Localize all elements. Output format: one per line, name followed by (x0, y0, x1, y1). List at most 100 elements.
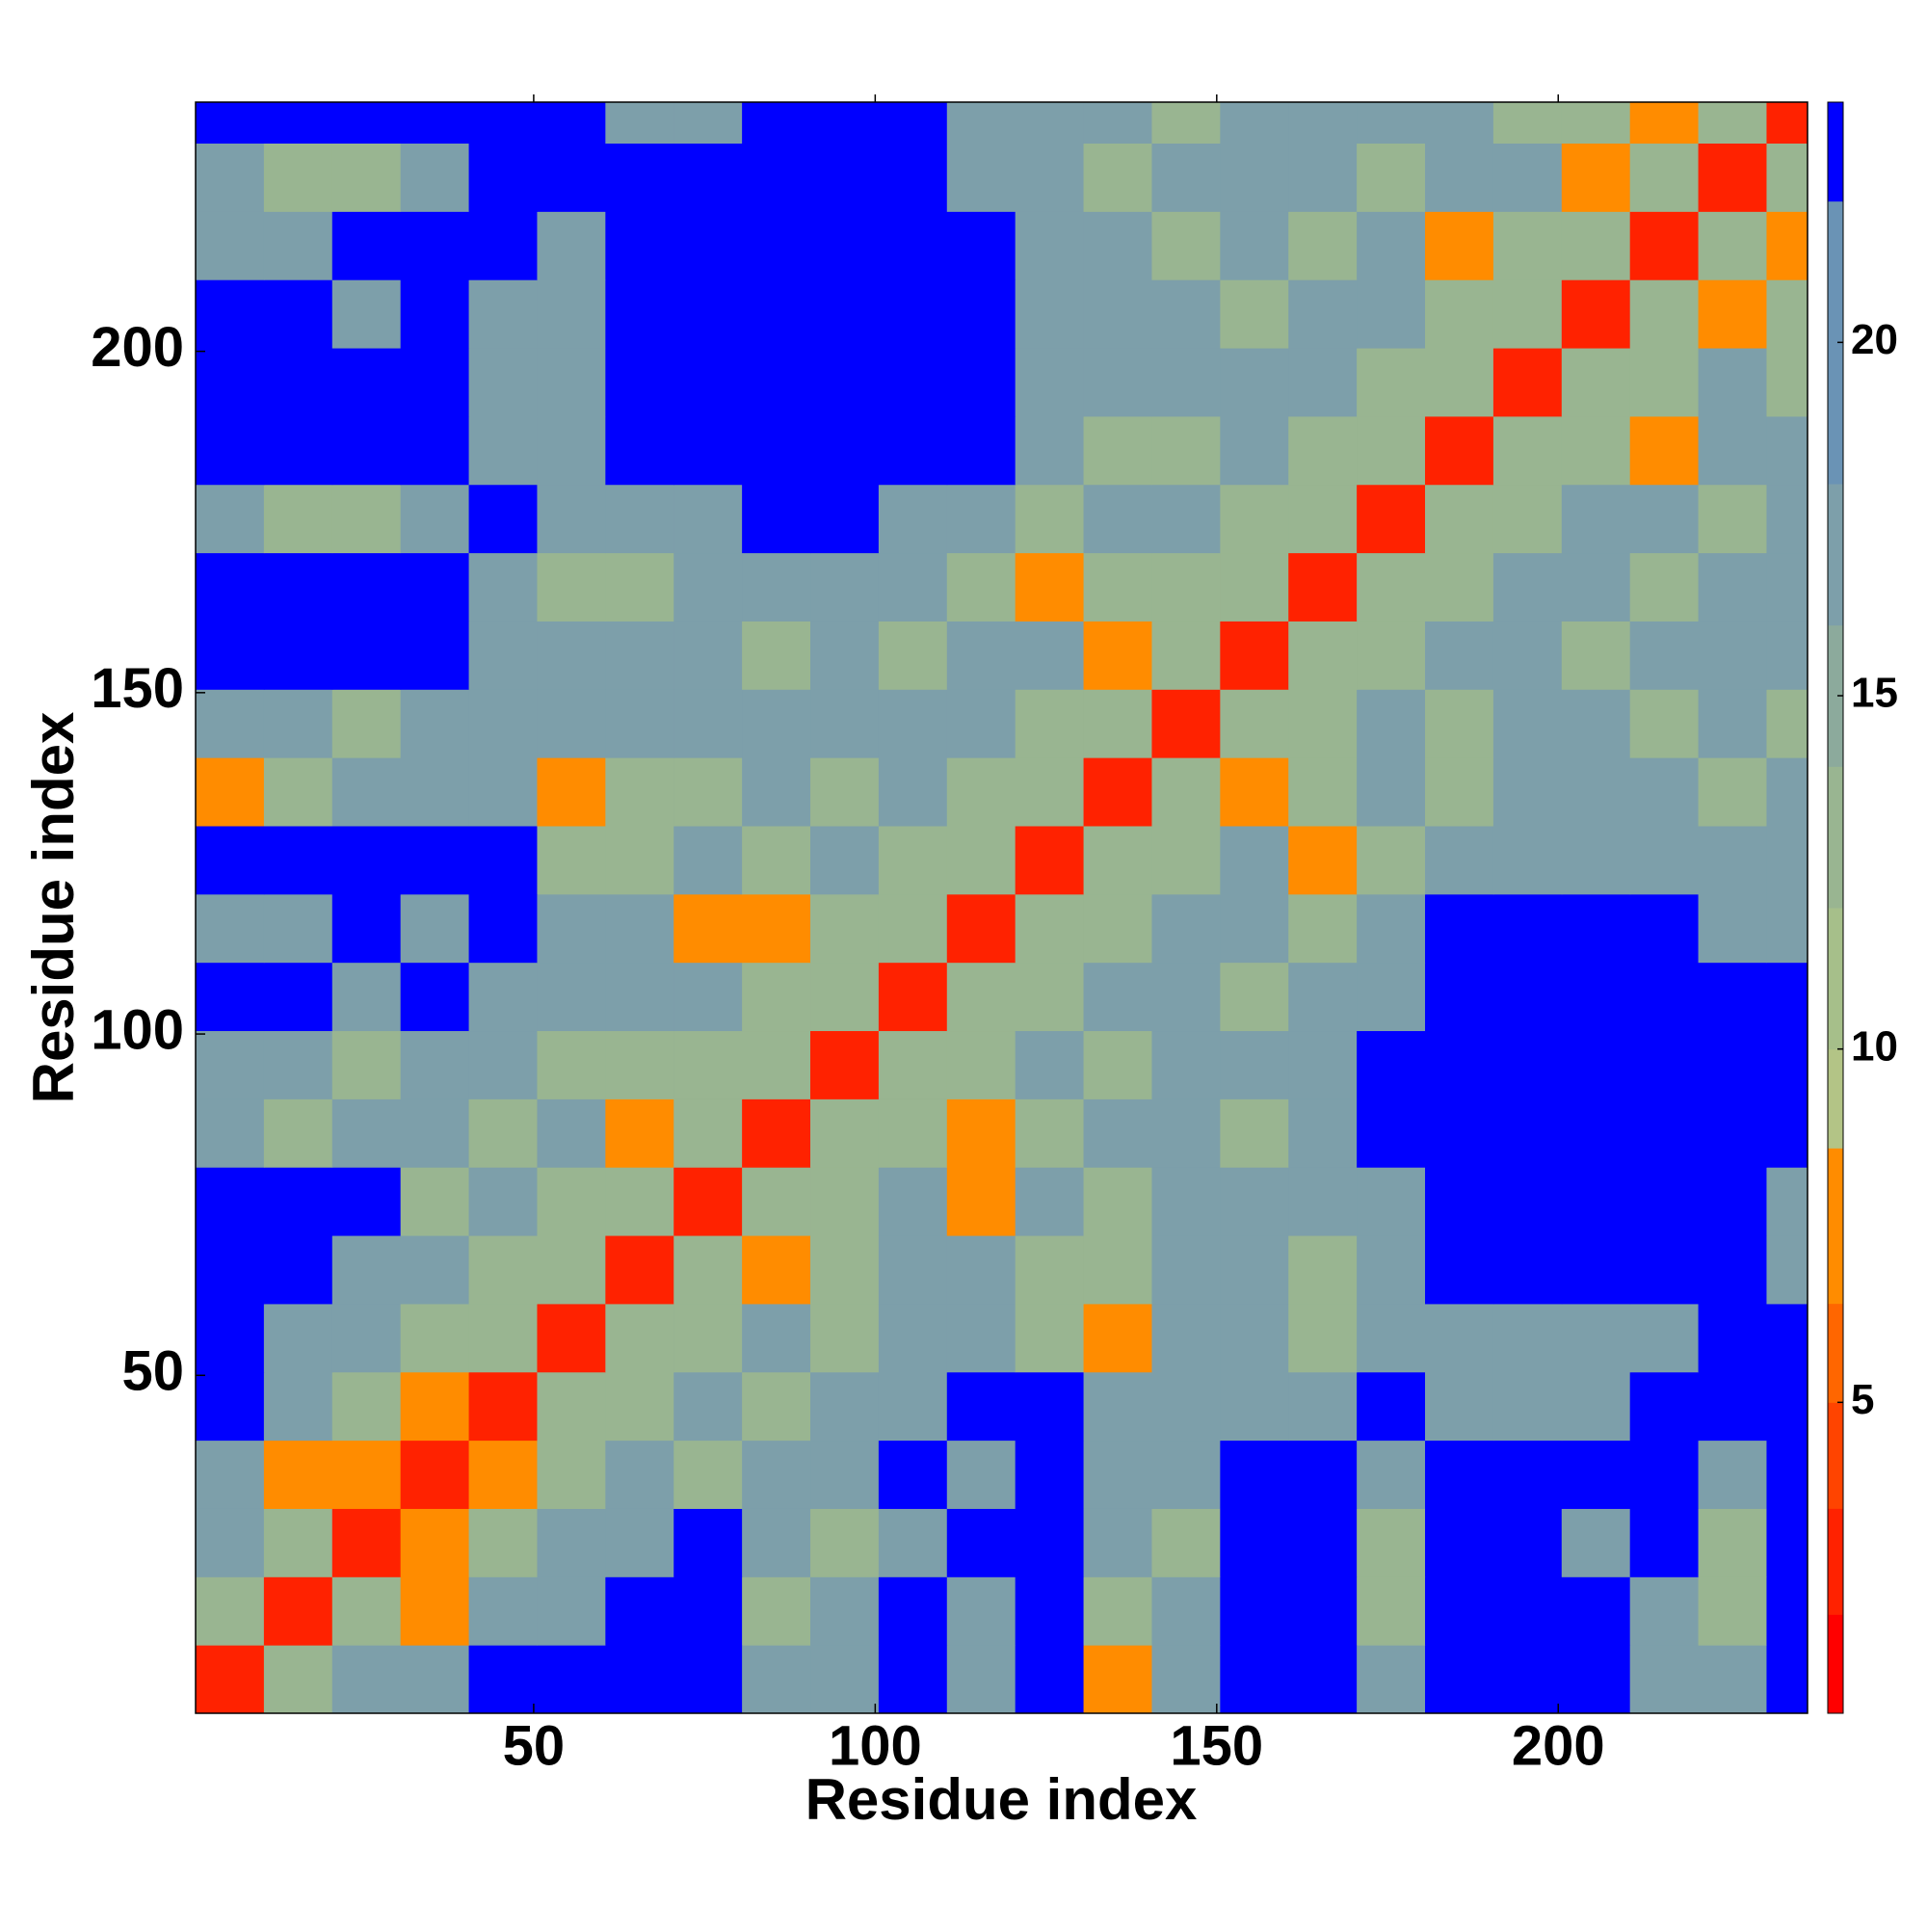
heatmap-cell (1425, 211, 1494, 280)
heatmap-cell (1766, 962, 1808, 1032)
heatmap-cell (1698, 962, 1767, 1032)
heatmap-cell (537, 1371, 606, 1442)
heatmap-cell (400, 825, 470, 895)
heatmap-cell (537, 348, 606, 417)
heatmap-cell (1492, 143, 1563, 212)
heatmap-cell (1766, 348, 1808, 417)
heatmap-cell (1629, 1167, 1700, 1236)
heatmap-cell (468, 1508, 538, 1577)
heatmap-cell (196, 621, 265, 690)
heatmap-cell (1766, 1371, 1808, 1442)
heatmap-cell (1015, 1167, 1085, 1236)
heatmap-cell (537, 1576, 606, 1646)
heatmap-cell (400, 893, 470, 964)
heatmap-cell (331, 825, 402, 895)
heatmap-cell (1766, 1440, 1808, 1509)
heatmap-cell (1766, 102, 1808, 145)
heatmap-cell (1015, 1303, 1085, 1373)
heatmap-cell (400, 348, 470, 417)
heatmap-cell (1151, 1235, 1221, 1305)
heatmap-cell (1220, 1030, 1289, 1099)
heatmap-cell (1766, 1167, 1808, 1236)
heatmap-cell (1288, 1303, 1358, 1373)
heatmap-cell (1357, 757, 1426, 827)
heatmap-cell (1425, 279, 1494, 349)
heatmap-cell (1629, 415, 1700, 486)
heatmap-cell (1220, 279, 1289, 349)
heatmap-cell (810, 1440, 880, 1509)
y-tick-label: 50 (121, 1340, 184, 1403)
heatmap-cell (196, 962, 265, 1032)
heatmap-cell (878, 552, 948, 622)
heatmap-cell (468, 893, 538, 964)
colorbar-segment (1828, 1614, 1843, 1714)
heatmap-cell (331, 143, 402, 212)
heatmap-cell (1425, 1235, 1494, 1305)
heatmap-cell (1083, 484, 1152, 554)
heatmap-cell (1629, 211, 1700, 280)
heatmap-cell (605, 1030, 674, 1099)
heatmap-cell (331, 962, 402, 1032)
heatmap-cell (331, 1371, 402, 1442)
heatmap-cell (400, 279, 470, 349)
heatmap-cell (196, 757, 265, 827)
heatmap-cell (673, 1030, 743, 1099)
heatmap-cell (1629, 757, 1700, 827)
heatmap-cell (331, 279, 402, 349)
heatmap-cell (1698, 1235, 1767, 1305)
heatmap-cell (1492, 102, 1563, 145)
heatmap-cell (1357, 102, 1426, 145)
heatmap-cell (263, 1440, 333, 1509)
heatmap-cell (1015, 1371, 1085, 1442)
heatmap-cell (1357, 893, 1426, 964)
heatmap-cell (1288, 962, 1358, 1032)
heatmap-cell (1288, 1235, 1358, 1305)
heatmap-cell (742, 1508, 811, 1577)
heatmap-cell (946, 211, 1016, 280)
heatmap-cell (742, 621, 811, 690)
heatmap-cell (1083, 348, 1152, 417)
heatmap-cell (878, 1576, 948, 1646)
heatmap-cell (1357, 621, 1426, 690)
heatmap-cell (1151, 689, 1221, 758)
heatmap-cell (1492, 757, 1563, 827)
colorbar-segment (1828, 1303, 1843, 1403)
heatmap-cell (196, 1440, 265, 1509)
heatmap-cell (673, 211, 743, 280)
heatmap-cell (1220, 552, 1289, 622)
heatmap-cell (1492, 348, 1563, 417)
heatmap-cell (1766, 1645, 1808, 1713)
heatmap-cell (1357, 1098, 1426, 1168)
heatmap-cell (742, 1303, 811, 1373)
heatmap-cell (742, 893, 811, 964)
heatmap-cell (1151, 279, 1221, 349)
heatmap-cell (605, 415, 674, 486)
heatmap-cell (1083, 415, 1152, 486)
heatmap-cell (1015, 348, 1085, 417)
heatmap-cell (196, 415, 265, 486)
heatmap-cell (742, 757, 811, 827)
heatmap-cell (468, 962, 538, 1032)
heatmap-cell (331, 552, 402, 622)
heatmap-cell (1425, 143, 1494, 212)
heatmap-cell (810, 1645, 880, 1713)
heatmap-cell (946, 1508, 1016, 1577)
heatmap-cell (1083, 825, 1152, 895)
heatmap-cell (1698, 279, 1767, 349)
heatmap-cell (810, 1576, 880, 1646)
heatmap-cell (810, 102, 880, 145)
heatmap-cell (605, 825, 674, 895)
heatmap-cell (400, 757, 470, 827)
heatmap-cell (400, 1645, 470, 1713)
heatmap-cell (400, 1440, 470, 1509)
heatmap-cell (1220, 143, 1289, 212)
heatmap-cell (1492, 552, 1563, 622)
colorbar-segment (1828, 484, 1843, 626)
heatmap-cell (1492, 1440, 1563, 1509)
heatmap-cell (1629, 102, 1700, 145)
heatmap-cell (742, 143, 811, 212)
heatmap-cell (1288, 279, 1358, 349)
heatmap-cell (468, 143, 538, 212)
heatmap-cell (946, 1371, 1016, 1442)
heatmap-cell (1288, 102, 1358, 145)
